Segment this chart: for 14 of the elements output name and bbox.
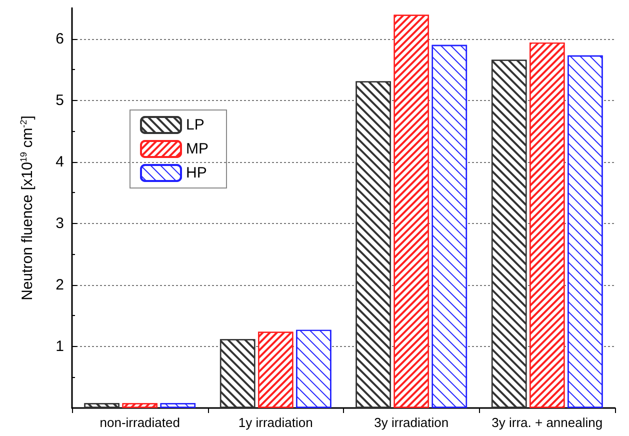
x-tick-label: non-irradiated (100, 415, 180, 430)
x-tick-label: 3y irra. + annealing (492, 415, 603, 430)
y-tick-label: 1 (56, 338, 64, 355)
x-tick-label: 1y irradiation (238, 415, 313, 430)
y-axis-title: Neutron fluence [x1019 cm-2] (18, 116, 36, 300)
legend-label: MP (186, 140, 208, 158)
y-tick-label: 2 (56, 276, 64, 294)
y-tick-label: 3 (56, 214, 64, 232)
legend-label: LP (186, 116, 204, 134)
y-tick-label: 6 (56, 30, 64, 48)
y-tick-label: 4 (56, 153, 64, 170)
y-tick-label: 5 (56, 92, 64, 109)
legend-label: HP (186, 164, 207, 182)
x-tick-label: 3y irradiation (374, 415, 449, 430)
